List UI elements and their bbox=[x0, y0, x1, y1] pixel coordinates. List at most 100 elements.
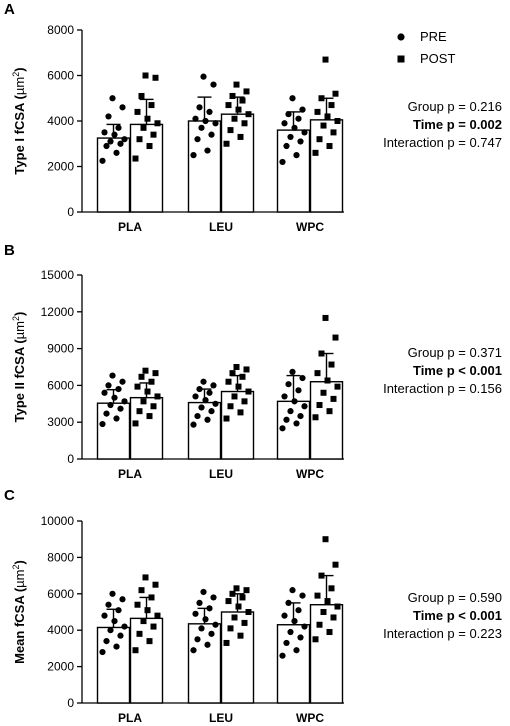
bar-pre-wpc bbox=[276, 129, 311, 213]
point-post bbox=[148, 102, 155, 109]
category-label-leu: LEU bbox=[209, 220, 233, 234]
point-post bbox=[324, 113, 331, 120]
bar-post-pla bbox=[129, 617, 164, 704]
point-pre bbox=[283, 639, 290, 647]
point-post bbox=[225, 378, 232, 385]
point-post bbox=[227, 127, 234, 134]
y-tick-label: 8000 bbox=[47, 550, 74, 564]
y-tick-label: 4000 bbox=[47, 114, 74, 128]
point-pre bbox=[113, 415, 120, 422]
point-post bbox=[316, 402, 323, 409]
category-label-pla: PLA bbox=[118, 711, 142, 725]
point-pre bbox=[281, 612, 288, 619]
point-post bbox=[334, 383, 341, 390]
point-post bbox=[320, 609, 327, 615]
point-pre bbox=[291, 398, 298, 405]
point-post bbox=[235, 106, 242, 113]
point-pre bbox=[295, 115, 302, 122]
point-post bbox=[322, 314, 329, 321]
y-tick-label: 6000 bbox=[47, 378, 74, 392]
legend-marker-post bbox=[397, 55, 405, 63]
point-post bbox=[225, 598, 232, 605]
y-tick-label: 0 bbox=[67, 696, 74, 710]
point-pre bbox=[113, 643, 120, 650]
point-pre bbox=[210, 594, 217, 601]
bar-pre-pla bbox=[96, 137, 131, 213]
stat-line: Time p < 0.001 bbox=[413, 363, 502, 378]
point-pre bbox=[293, 420, 300, 427]
point-post bbox=[316, 621, 323, 628]
point-pre bbox=[202, 397, 209, 404]
point-pre bbox=[202, 117, 209, 125]
legend: PRE POST bbox=[397, 29, 455, 66]
point-pre bbox=[109, 372, 116, 379]
point-pre bbox=[285, 599, 292, 607]
y-tick-label: 2000 bbox=[47, 160, 74, 174]
point-post bbox=[312, 149, 319, 156]
point-pre bbox=[301, 403, 308, 410]
point-pre bbox=[194, 412, 201, 420]
point-pre bbox=[200, 378, 207, 385]
point-pre bbox=[210, 81, 217, 88]
point-pre bbox=[281, 393, 288, 400]
point-pre bbox=[101, 129, 108, 136]
point-post bbox=[320, 389, 327, 396]
point-post bbox=[328, 585, 335, 592]
point-pre bbox=[192, 115, 199, 122]
bar-post-pla bbox=[129, 396, 164, 460]
panel-letter: B bbox=[4, 242, 15, 259]
point-post bbox=[332, 90, 339, 97]
point-post bbox=[138, 373, 145, 380]
panel-letter: A bbox=[4, 1, 15, 18]
point-pre bbox=[115, 607, 122, 614]
point-post bbox=[314, 108, 321, 115]
bar-pre-leu bbox=[187, 623, 222, 704]
point-pre bbox=[99, 157, 106, 164]
point-pre bbox=[107, 401, 114, 409]
point-post bbox=[150, 131, 157, 138]
category-label-wpc: WPC bbox=[296, 711, 324, 725]
point-post bbox=[322, 56, 329, 63]
y-tick-label: 6000 bbox=[47, 69, 74, 83]
point-pre bbox=[210, 382, 217, 389]
point-pre bbox=[208, 131, 215, 138]
point-pre bbox=[119, 104, 126, 111]
point-post bbox=[144, 607, 151, 614]
point-post bbox=[134, 108, 141, 115]
point-pre bbox=[192, 610, 199, 617]
point-pre bbox=[119, 378, 126, 385]
y-tick-label: 12000 bbox=[41, 305, 75, 319]
point-post bbox=[229, 370, 236, 377]
point-post bbox=[320, 122, 327, 129]
point-pre bbox=[109, 95, 116, 102]
point-post bbox=[318, 95, 325, 102]
y-tick-label: 0 bbox=[67, 205, 74, 219]
point-post bbox=[223, 140, 230, 147]
point-post bbox=[239, 594, 246, 601]
point-pre bbox=[200, 73, 207, 80]
y-tick-label: 0 bbox=[67, 452, 74, 466]
stat-line: Group p = 0.590 bbox=[408, 590, 502, 605]
point-post bbox=[142, 367, 149, 374]
point-post bbox=[245, 609, 252, 615]
point-pre bbox=[206, 108, 213, 115]
point-post bbox=[229, 92, 236, 99]
point-pre bbox=[295, 387, 302, 394]
point-post bbox=[231, 393, 238, 400]
point-pre bbox=[101, 389, 108, 396]
point-pre bbox=[111, 131, 118, 138]
point-pre bbox=[279, 425, 286, 432]
point-pre bbox=[204, 147, 211, 154]
point-pre bbox=[281, 120, 288, 127]
point-post bbox=[312, 636, 319, 643]
point-post bbox=[235, 603, 242, 610]
point-post bbox=[330, 129, 337, 136]
point-post bbox=[245, 111, 252, 118]
category-label-leu: LEU bbox=[209, 467, 233, 481]
point-pre bbox=[208, 408, 215, 415]
panel-letter: C bbox=[4, 487, 15, 504]
point-pre bbox=[99, 420, 106, 428]
point-post bbox=[233, 364, 240, 370]
point-pre bbox=[299, 374, 306, 382]
bar-post-wpc bbox=[309, 604, 344, 704]
